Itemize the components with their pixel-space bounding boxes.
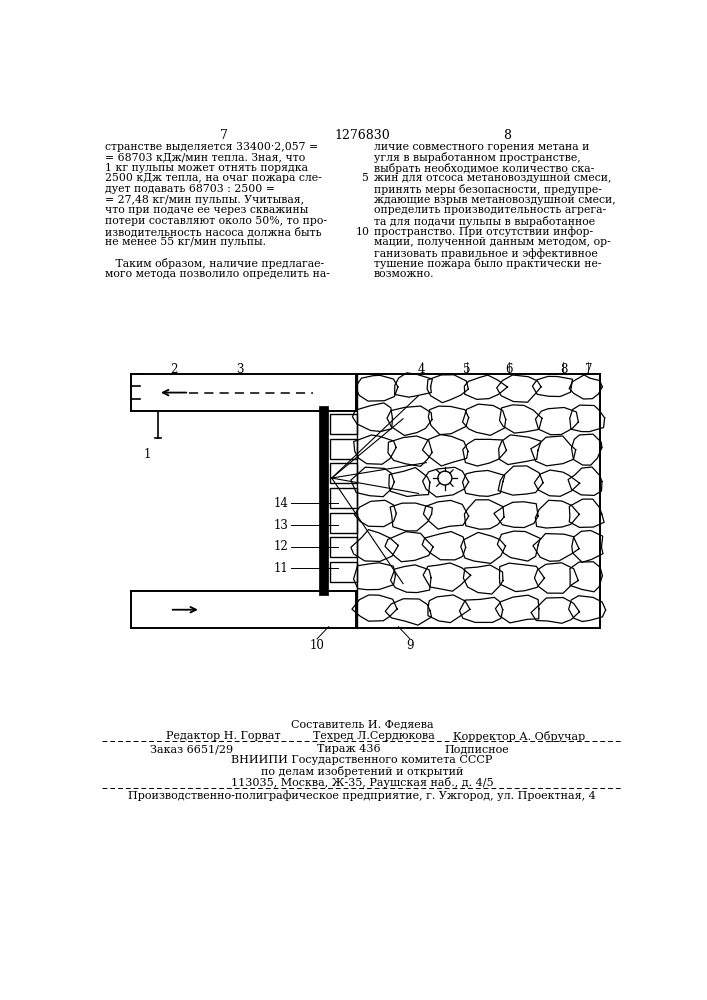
Text: Корректор А. Обручар: Корректор А. Обручар [452, 731, 585, 742]
Text: Составитель И. Федяева: Составитель И. Федяева [291, 719, 433, 729]
Text: 8: 8 [503, 129, 511, 142]
Text: та для подачи пульпы в выработанное: та для подачи пульпы в выработанное [373, 216, 595, 227]
Text: ждающие взрыв метановоздушной смеси,: ждающие взрыв метановоздушной смеси, [373, 195, 615, 205]
Text: 5: 5 [463, 363, 470, 376]
Text: Производственно-полиграфическое предприятие, г. Ужгород, ул. Проектная, 4: Производственно-полиграфическое предприя… [128, 791, 596, 801]
Text: 2500 кДж тепла, на очаг пожара сле-: 2500 кДж тепла, на очаг пожара сле- [105, 173, 322, 183]
Text: жин для отсоса метановоздушной смеси,: жин для отсоса метановоздушной смеси, [373, 173, 611, 183]
Text: 1: 1 [144, 448, 151, 461]
Text: 113035, Москва, Ж-35, Раушская наб., д. 4/5: 113035, Москва, Ж-35, Раушская наб., д. … [230, 777, 493, 788]
Text: что при подаче ее через скважины: что при подаче ее через скважины [105, 205, 309, 215]
Text: = 68703 кДж/мин тепла. Зная, что: = 68703 кДж/мин тепла. Зная, что [105, 152, 305, 162]
Text: 8: 8 [560, 363, 567, 376]
Text: потери составляют около 50%, то про-: потери составляют около 50%, то про- [105, 216, 327, 226]
Text: 9: 9 [407, 639, 414, 652]
Bar [330, 439, 356, 459]
Text: личие совместного горения метана и: личие совместного горения метана и [373, 142, 589, 152]
Text: пространство. При отсутствии инфор-: пространство. При отсутствии инфор- [373, 227, 592, 237]
Text: Редактор Н. Горват: Редактор Н. Горват [166, 731, 281, 741]
Bar [330, 562, 356, 582]
Bar [330, 488, 356, 508]
Text: странстве выделяется 33400·2,057 =: странстве выделяется 33400·2,057 = [105, 142, 319, 152]
Text: 7: 7 [220, 129, 228, 142]
Text: = 27,48 кг/мин пульпы. Учитывая,: = 27,48 кг/мин пульпы. Учитывая, [105, 195, 305, 205]
Text: Подписное: Подписное [445, 744, 510, 754]
Bar [330, 414, 356, 434]
Text: 13: 13 [273, 519, 288, 532]
Text: 2: 2 [170, 363, 177, 376]
Bar [330, 463, 356, 483]
Text: 11: 11 [273, 562, 288, 575]
Text: 12: 12 [273, 540, 288, 553]
Text: определить производительность агрега-: определить производительность агрега- [373, 205, 606, 215]
Text: ганизовать правильное и эффективное: ганизовать правильное и эффективное [373, 248, 597, 259]
Text: 10: 10 [356, 227, 370, 237]
Text: по делам изобретений и открытий: по делам изобретений и открытий [261, 766, 463, 777]
Text: дует подавать 68703 : 2500 =: дует подавать 68703 : 2500 = [105, 184, 275, 194]
Text: тушение пожара было практически не-: тушение пожара было практически не- [373, 258, 601, 269]
Text: 14: 14 [273, 497, 288, 510]
Bar [330, 513, 356, 533]
Text: Тираж 436: Тираж 436 [317, 744, 380, 754]
Text: 3: 3 [235, 363, 243, 376]
Text: возможно.: возможно. [373, 269, 434, 279]
Text: мации, полученной данным методом, ор-: мации, полученной данным методом, ор- [373, 237, 610, 247]
Text: 7: 7 [585, 363, 592, 376]
Text: мого метода позволило определить на-: мого метода позволило определить на- [105, 269, 330, 279]
Text: 10: 10 [310, 639, 325, 652]
Text: 6: 6 [506, 363, 513, 376]
Text: Техред Л.Сердюкова: Техред Л.Сердюкова [313, 731, 435, 741]
Text: Заказ 6651/29: Заказ 6651/29 [151, 744, 233, 754]
Text: выбрать необходимое количество ска-: выбрать необходимое количество ска- [373, 163, 594, 174]
Text: принять меры безопасности, предупре-: принять меры безопасности, предупре- [373, 184, 602, 195]
Text: 4: 4 [418, 363, 426, 376]
Text: угля в выработанном пространстве,: угля в выработанном пространстве, [373, 152, 580, 163]
Text: 1 кг пульпы может отнять порядка: 1 кг пульпы может отнять порядка [105, 163, 308, 173]
Bar [330, 537, 356, 557]
Text: изводительность насоса должна быть: изводительность насоса должна быть [105, 227, 322, 237]
Text: 5: 5 [361, 173, 368, 183]
Text: ВНИИПИ Государственного комитета СССР: ВНИИПИ Государственного комитета СССР [231, 755, 493, 765]
Text: 1276830: 1276830 [334, 129, 390, 142]
Text: не менее 55 кг/мин пульпы.: не менее 55 кг/мин пульпы. [105, 237, 267, 247]
Text: Таким образом, наличие предлагае-: Таким образом, наличие предлагае- [105, 258, 325, 269]
